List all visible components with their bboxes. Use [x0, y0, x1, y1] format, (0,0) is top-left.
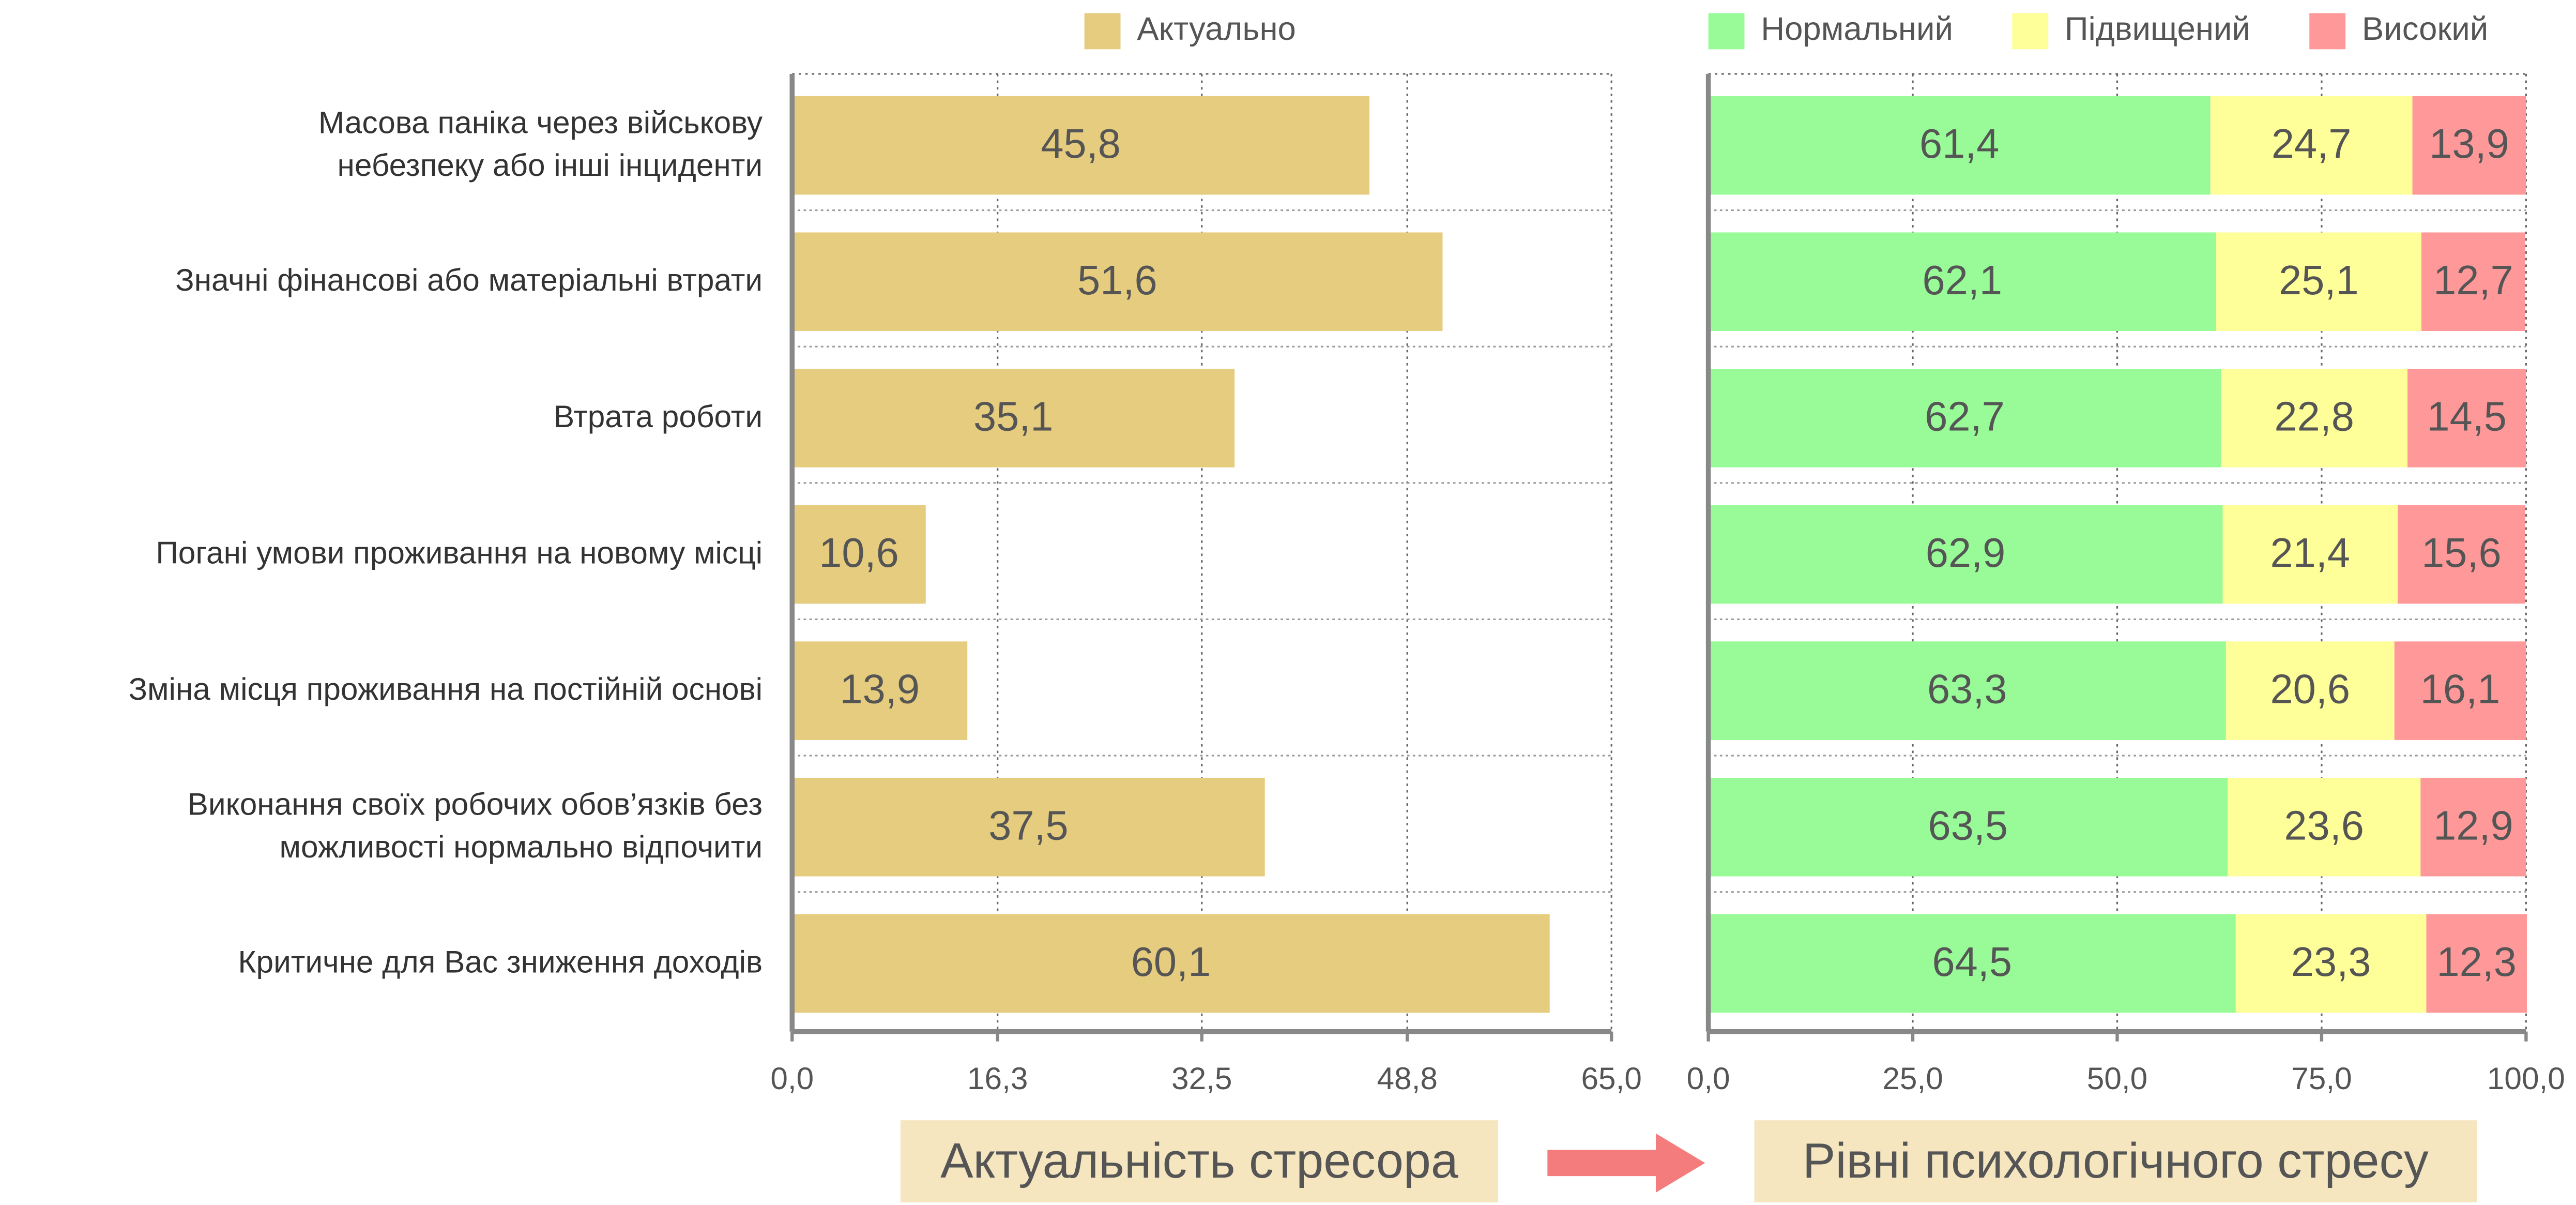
- value-label: 23,3: [2291, 939, 2371, 985]
- bar: [2228, 777, 2421, 877]
- value-label: 35,1: [973, 393, 1054, 439]
- bar: [1708, 96, 2211, 195]
- x-tick-label: 48,8: [1377, 1061, 1437, 1096]
- value-label: 51,6: [1077, 257, 1157, 303]
- category-label: Масова паніка через військову небезпеку …: [318, 106, 763, 184]
- bar: [792, 96, 1370, 195]
- value-label: 10,6: [819, 530, 899, 576]
- bar: [792, 914, 1550, 1013]
- bar: [1708, 369, 2221, 468]
- bar: [792, 369, 1235, 468]
- value-label: 21,4: [2270, 530, 2351, 576]
- bar: [792, 505, 926, 604]
- value-label: 14,5: [2427, 393, 2507, 439]
- value-label: 12,7: [2433, 257, 2513, 303]
- value-label: 16,1: [2420, 666, 2501, 712]
- value-label: 23,6: [2284, 802, 2364, 848]
- bar: [2412, 96, 2526, 195]
- value-label: 24,7: [2272, 120, 2352, 167]
- category-label-box: Погані умови проживання на новому місці: [156, 536, 763, 571]
- value-label: 22,8: [2274, 393, 2354, 439]
- bar: [2407, 369, 2526, 468]
- legend-label: Високий: [2362, 10, 2488, 47]
- bar: [2426, 914, 2527, 1013]
- value-label: 60,1: [1131, 939, 1211, 985]
- legend-swatch: [1084, 13, 1121, 50]
- legend-label: Актуально: [1137, 10, 1296, 47]
- value-label: 62,7: [1925, 393, 2005, 439]
- legend-swatch: [2309, 13, 2346, 50]
- category-label: Критичне для Вас зниження доходів: [238, 945, 763, 980]
- bar: [1708, 914, 2236, 1013]
- bar: [792, 232, 1443, 332]
- bar: [2216, 232, 2421, 332]
- bar: [2221, 369, 2408, 468]
- x-tick-label: 100,0: [2487, 1061, 2565, 1096]
- value-label: 64,5: [1932, 939, 2012, 985]
- x-tick-label: 32,5: [1171, 1061, 1232, 1096]
- value-label: 63,3: [1927, 666, 2007, 712]
- bar: [2398, 505, 2525, 604]
- x-tick-label: 75,0: [2291, 1061, 2352, 1096]
- x-tick-label: 0,0: [770, 1061, 814, 1096]
- bar: [1708, 505, 2223, 604]
- value-label: 62,9: [1926, 530, 2006, 576]
- category-label: Виконання своїх робочих обов’язків без м…: [187, 788, 763, 865]
- value-label: 62,1: [1922, 257, 2002, 303]
- bar: [1708, 777, 2228, 877]
- x-tick-label: 50,0: [2087, 1061, 2147, 1096]
- legend-swatch: [1708, 13, 1745, 50]
- legend-label: Нормальний: [1761, 10, 1953, 47]
- category-label: Зміна місця проживання на постійній осно…: [128, 672, 763, 707]
- bar: [2394, 641, 2526, 740]
- category-label-box: Критичне для Вас зниження доходів: [238, 945, 763, 980]
- x-tick-label: 0,0: [1687, 1061, 1730, 1096]
- category-label-box: Значні фінансові або матеріальні втрати: [175, 263, 763, 298]
- value-label: 15,6: [2421, 530, 2502, 576]
- x-tick-label: 16,3: [967, 1061, 1028, 1096]
- bar: [2222, 505, 2398, 604]
- value-label: 61,4: [1919, 120, 2000, 167]
- legend-swatch: [2012, 13, 2049, 50]
- x-axis-title: Рівні психологічного стресу: [1803, 1134, 2429, 1188]
- value-label: 37,5: [988, 802, 1069, 848]
- category-label-box: Втрата роботи: [553, 400, 763, 435]
- xlabel-box: [900, 1120, 1499, 1202]
- bar: [2420, 777, 2526, 877]
- category-label: Погані умови проживання на новому місці: [156, 536, 763, 571]
- category-label-box: Масова паніка через військову небезпеку …: [318, 106, 763, 184]
- category-label: Втрата роботи: [553, 400, 763, 435]
- xlabel-box: [1754, 1120, 2477, 1202]
- value-label: 12,9: [2433, 802, 2513, 848]
- bar: [1708, 232, 2216, 332]
- value-label: 25,1: [2279, 257, 2359, 303]
- value-label: 63,5: [1928, 802, 2008, 848]
- x-tick-label: 65,0: [1581, 1061, 1642, 1096]
- legend-label: Підвищений: [2065, 10, 2250, 47]
- bar: [2226, 641, 2395, 740]
- category-label-box: Зміна місця проживання на постійній осно…: [128, 672, 763, 707]
- bar: [1708, 641, 2226, 740]
- bar: [2421, 232, 2525, 332]
- value-label: 45,8: [1041, 120, 1121, 167]
- category-label: Значні фінансові або матеріальні втрати: [175, 263, 763, 298]
- x-tick-label: 25,0: [1882, 1061, 1943, 1096]
- arrow: [1547, 1133, 1705, 1193]
- bar: [2235, 914, 2427, 1013]
- value-label: 12,3: [2436, 939, 2517, 985]
- value-label: 13,9: [840, 666, 920, 712]
- bar: [792, 777, 1265, 877]
- value-label: 20,6: [2270, 666, 2351, 712]
- bar: [792, 641, 968, 740]
- bar: [2210, 96, 2413, 195]
- category-label-box: Виконання своїх робочих обов’язків без м…: [187, 788, 763, 865]
- x-axis-title: Актуальність стресора: [940, 1134, 1458, 1188]
- value-label: 13,9: [2429, 120, 2509, 167]
